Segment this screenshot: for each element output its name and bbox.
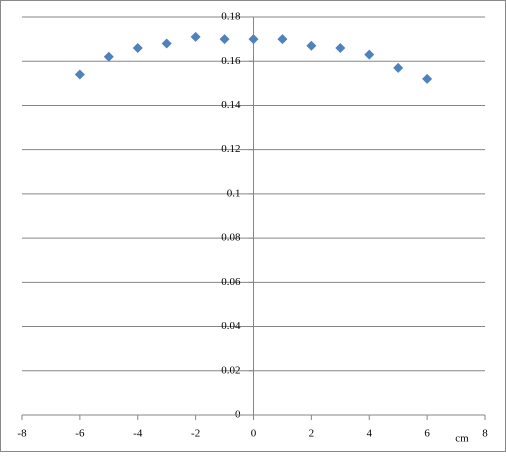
point [219,34,230,45]
x-tick-label: 4 [367,428,373,440]
y-tick-label: 0.08 [221,232,241,244]
y-tick-label: 0.16 [221,55,241,67]
point [277,34,288,45]
point [306,40,317,51]
point [103,51,114,62]
x-tick-label: -2 [191,428,200,440]
point [132,42,143,53]
x-tick-label: 6 [424,428,430,440]
point [161,38,172,49]
x-tick-label: 8 [482,428,488,440]
x-axis-label: cm [455,433,469,445]
y-tick-label: 0.1 [227,187,241,199]
x-tick-label: 2 [309,428,315,440]
x-tick-label: -4 [133,428,143,440]
y-tick-label: 0.02 [221,364,240,376]
x-tick-label: -8 [17,428,27,440]
y-tick-label: 0.06 [221,276,241,288]
x-tick-label: -6 [75,428,85,440]
y-tick-label: 0.12 [221,143,240,155]
point [422,73,433,84]
point [393,62,404,73]
point [74,69,85,80]
y-tick-label: 0.18 [221,11,241,23]
point [364,49,375,60]
point [248,34,259,45]
y-tick-label: 0.14 [221,99,241,111]
point [190,31,201,42]
point [335,42,346,53]
x-tick-label: 0 [251,428,257,440]
y-tick-label: 0.04 [221,320,241,332]
